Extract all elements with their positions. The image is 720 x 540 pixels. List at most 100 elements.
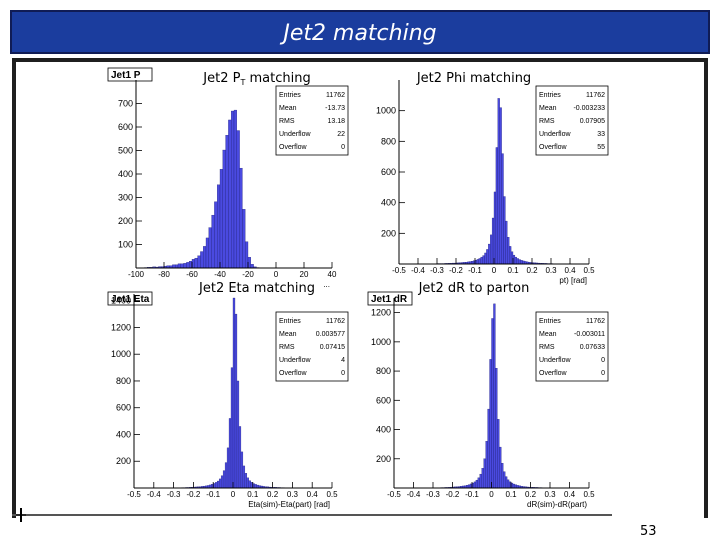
histogram-bin [509, 246, 512, 265]
frame-bottom-border [12, 514, 612, 516]
histogram-bin [230, 367, 234, 489]
chart-title: Jet2 dR to parton [418, 281, 530, 296]
histogram-bin [476, 259, 479, 265]
histogram-bin [228, 418, 232, 489]
stats-value: 0.07633 [580, 344, 605, 351]
stats-value: -13.73 [325, 105, 345, 112]
stats-value: -0.003233 [573, 105, 605, 112]
y-tick-label: 400 [116, 429, 131, 439]
y-tick-label: 600 [376, 395, 391, 405]
stats-value: 55 [597, 144, 605, 151]
y-tick-label: 500 [118, 146, 133, 156]
y-tick-label: 800 [116, 376, 131, 386]
x-tick-label: -100 [128, 270, 145, 279]
stats-label: RMS [539, 344, 555, 351]
chart-title-subscript: T [239, 78, 245, 87]
x-tick-label: -0.3 [167, 490, 181, 499]
y-tick-label: 700 [118, 99, 133, 109]
x-tick-label: -40 [214, 270, 226, 279]
x-tick-label: 20 [300, 270, 309, 279]
root-name-label: Jet1 Eta [111, 294, 150, 305]
y-tick-label: 1000 [376, 106, 396, 116]
x-tick-label: -0.5 [392, 266, 406, 275]
y-tick-label: 600 [381, 167, 396, 177]
histogram-bin [177, 263, 181, 269]
stats-value: 11762 [586, 92, 605, 99]
histogram-bin [488, 243, 491, 265]
histogram-bin [245, 241, 249, 269]
histogram-bin [242, 209, 246, 269]
frame-right-border [704, 58, 708, 518]
y-tick-label: 200 [376, 454, 391, 464]
x-tick-label: 0.4 [564, 266, 576, 275]
histogram-bin [217, 480, 220, 489]
histogram-bin [231, 110, 235, 269]
stats-label: Mean [539, 331, 557, 338]
histogram-bin [516, 258, 519, 265]
page-number: 53 [640, 524, 657, 539]
histogram-bin [194, 257, 198, 269]
y-tick-label: 100 [118, 240, 133, 250]
histogram-bin [236, 380, 240, 489]
slide-title: Jet2 matching [283, 21, 437, 46]
chart-title: Jet2 Eta matching [198, 281, 315, 296]
stats-label: Entries [279, 92, 301, 99]
x-tick-label: 0 [492, 266, 497, 275]
y-tick-label: 1200 [111, 322, 131, 332]
histogram-bin [244, 473, 248, 489]
x-tick-label: -0.2 [187, 490, 201, 499]
histogram-bin [504, 476, 508, 489]
histogram-bin [489, 359, 492, 489]
y-tick-label: 600 [118, 122, 133, 132]
root-name-label: Jet1 dR [371, 294, 408, 305]
histogram-bin [222, 149, 226, 269]
stats-label: Overflow [279, 144, 308, 151]
histogram-bin [518, 259, 521, 265]
stats-value: 0 [601, 357, 605, 364]
histogram-panel: Jet1 P 100 200 300 400 500 600 700 -100 -80 -60 -40… [104, 66, 614, 512]
stats-box [275, 85, 349, 156]
chart-title: Jet2 Phi matching [416, 71, 531, 86]
histogram-bin [491, 318, 494, 489]
x-tick-label: -0.4 [411, 266, 425, 275]
histogram-bin [225, 135, 229, 269]
stats-label: Entries [539, 92, 561, 99]
histogram-bin [486, 249, 489, 265]
histogram-bin [512, 483, 516, 489]
histogram-bin [183, 263, 187, 269]
x-tick-label: -0.3 [426, 490, 440, 499]
y-tick-label: 1200 [371, 308, 391, 318]
histogram-bin [189, 261, 193, 269]
histogram-bin [499, 446, 502, 489]
stats-box [535, 85, 609, 156]
histogram-bin [503, 471, 506, 489]
histogram-bin [467, 484, 471, 489]
chart-title: Jet2 PT matching [202, 71, 310, 87]
histogram-bin [242, 465, 246, 489]
stats-label: RMS [279, 344, 295, 351]
stats-value: 11762 [326, 318, 345, 325]
x-tick-label: 0.1 [247, 490, 259, 499]
histogram-bin [501, 153, 504, 265]
x-tick-label: -0.1 [206, 490, 220, 499]
histogram-bin [484, 252, 487, 265]
stats-value: 4 [341, 357, 345, 364]
x-tick-label: -0.1 [465, 490, 479, 499]
stats-value: 33 [597, 131, 605, 138]
histogram-bin [222, 470, 226, 489]
y-tick-label: 400 [118, 169, 133, 179]
x-tick-label: 0.4 [564, 490, 576, 499]
root-name-box [107, 67, 153, 82]
x-tick-label: -20 [242, 270, 254, 279]
histogram-bin [247, 257, 251, 269]
root-name-box [367, 291, 413, 306]
histogram-bin [238, 426, 242, 489]
x-tick-label: -0.2 [446, 490, 460, 499]
x-axis-label: pt) [rad] [559, 276, 587, 285]
histogram-bin [487, 408, 490, 489]
histogram-bin [228, 119, 232, 269]
stats-box [535, 311, 609, 382]
stats-label: Mean [539, 105, 557, 112]
histogram-bin [501, 462, 504, 489]
histogram-bin [224, 462, 228, 489]
